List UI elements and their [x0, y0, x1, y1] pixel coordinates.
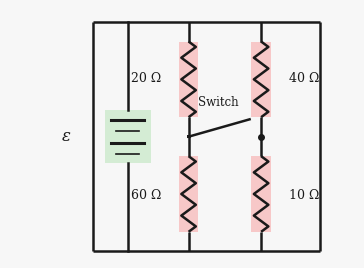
Text: 40 Ω: 40 Ω: [289, 72, 319, 84]
Bar: [251, 156, 271, 232]
Text: 20 Ω: 20 Ω: [131, 72, 161, 84]
Bar: [187, 135, 191, 138]
Text: 60 Ω: 60 Ω: [131, 189, 161, 202]
Bar: [251, 42, 271, 117]
Bar: [104, 110, 151, 163]
Bar: [179, 156, 198, 232]
Text: 10 Ω: 10 Ω: [289, 189, 319, 202]
Bar: [179, 42, 198, 117]
Text: ε: ε: [62, 128, 71, 145]
Text: Switch: Switch: [198, 96, 238, 109]
